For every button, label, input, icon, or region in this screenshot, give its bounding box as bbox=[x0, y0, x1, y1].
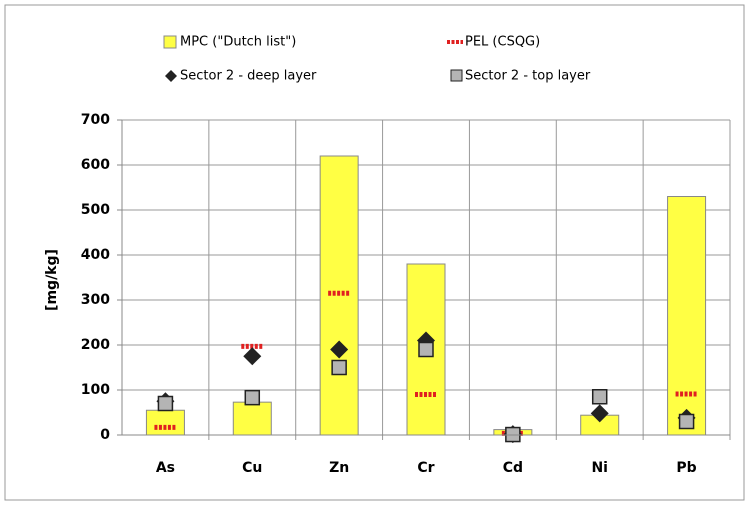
x-tick-label: Zn bbox=[329, 460, 349, 476]
y-tick-label: 300 bbox=[81, 292, 110, 308]
top-marker bbox=[418, 341, 434, 358]
legend-symbol bbox=[165, 70, 177, 82]
top-marker bbox=[157, 395, 174, 412]
top-marker bbox=[591, 389, 608, 405]
legend-symbol bbox=[450, 69, 463, 82]
y-tick-label: 600 bbox=[81, 157, 110, 173]
bar bbox=[232, 401, 272, 436]
bar bbox=[667, 196, 707, 436]
bar bbox=[145, 409, 185, 436]
y-tick-label: 500 bbox=[81, 202, 110, 218]
x-tick-label: As bbox=[156, 460, 175, 476]
top-marker bbox=[331, 359, 347, 376]
x-tick-label: Ni bbox=[591, 460, 608, 476]
deep-marker bbox=[590, 404, 609, 423]
x-tick-label: Pb bbox=[676, 460, 696, 476]
x-tick-label: Cu bbox=[242, 460, 262, 476]
deep-marker bbox=[243, 347, 262, 366]
y-tick-label: 400 bbox=[81, 247, 110, 263]
legend-label: Sector 2 - deep layer bbox=[180, 69, 317, 84]
y-axis-label: [mg/kg] bbox=[44, 249, 60, 311]
y-tick-label: 200 bbox=[81, 337, 110, 353]
y-tick-label: 0 bbox=[100, 427, 110, 443]
deep-marker bbox=[330, 340, 349, 359]
legend-label: PEL (CSQG) bbox=[465, 35, 540, 50]
y-tick-label: 700 bbox=[81, 112, 110, 128]
legend-label: Sector 2 - top layer bbox=[465, 69, 591, 84]
top-marker bbox=[244, 389, 261, 406]
legend-label: MPC ("Dutch list") bbox=[180, 35, 296, 50]
x-tick-label: Cr bbox=[417, 460, 434, 476]
legend-symbol bbox=[163, 35, 177, 49]
x-tick-label: Cd bbox=[503, 460, 523, 476]
chart-frame bbox=[4, 4, 745, 501]
y-tick-label: 100 bbox=[81, 382, 110, 398]
top-marker bbox=[678, 413, 695, 430]
